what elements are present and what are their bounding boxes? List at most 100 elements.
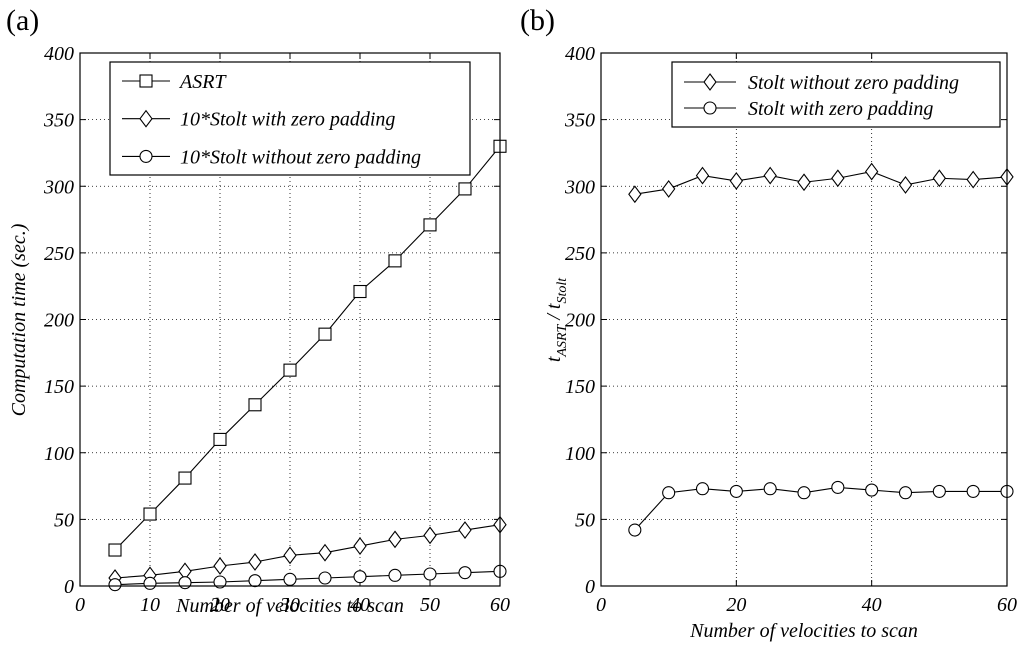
data-point-diamond — [283, 546, 297, 565]
panel-a-label: (a) — [6, 4, 39, 37]
data-point-circle — [108, 578, 122, 592]
data-point-diamond — [388, 530, 402, 549]
data-point-diamond — [661, 179, 676, 198]
data-point-diamond — [966, 170, 980, 189]
data-point-square — [318, 327, 332, 341]
data-point-diamond — [248, 553, 262, 571]
series-line-diamond — [634, 171, 1008, 195]
y-tick-label: 300 — [564, 176, 595, 198]
data-point-circle — [318, 571, 332, 585]
series-line-diamond — [114, 524, 501, 579]
y-tick-label: 350 — [564, 110, 595, 132]
data-point-diamond — [628, 185, 642, 204]
panel-b: (b) 0 20 40 60 0 50 100 150 200 250 300 350 400 Numb… — [520, 4, 1017, 642]
data-point-diamond — [729, 172, 744, 190]
data-point-square — [388, 254, 402, 268]
data-point-square — [108, 543, 122, 557]
data-point-diamond — [213, 557, 227, 575]
data-point-circle — [458, 566, 472, 580]
data-point-diamond — [898, 176, 913, 194]
panel-a-ticks: 0 10 20 30 40 50 60 0 50 100 150 200 250 300 350 400 — [43, 43, 510, 616]
panel-b-series — [628, 162, 1014, 537]
y-tick-label: 0 — [64, 576, 74, 598]
data-point-circle — [178, 576, 192, 590]
legend-marker-diamond — [703, 73, 717, 91]
panel-b-ticks: 0 20 40 60 0 50 100 150 200 250 300 350 400 — [564, 43, 1017, 616]
panel-b-y-axis-label: tASRT / tStolt — [543, 277, 570, 362]
x-tick-label: 0 — [75, 594, 85, 616]
series-line-circle — [114, 570, 501, 586]
x-tick-label: 60 — [997, 594, 1017, 616]
x-tick-label: 10 — [140, 594, 160, 616]
panel-b-y-label-main: t — [543, 356, 565, 362]
data-point-diamond — [423, 526, 437, 545]
data-point-diamond — [831, 169, 845, 188]
legend-marker-square — [139, 74, 153, 88]
data-point-diamond — [763, 166, 777, 185]
data-point-circle — [248, 574, 262, 588]
data-point-circle — [865, 483, 879, 497]
data-point-circle — [662, 486, 676, 500]
data-point-diamond — [318, 543, 332, 562]
panel-b-legend-box — [671, 61, 1001, 128]
panel-b-label: (b) — [520, 4, 555, 37]
x-tick-label: 40 — [350, 594, 370, 616]
data-point-circle — [283, 572, 297, 586]
data-point-square — [143, 507, 157, 521]
y-tick-label: 200 — [565, 310, 595, 332]
legend-marker-circle — [703, 101, 717, 115]
data-point-square — [458, 182, 472, 196]
data-point-circle — [143, 576, 157, 590]
data-point-circle — [966, 484, 980, 498]
data-point-diamond — [932, 169, 947, 188]
y-tick-label: 300 — [43, 176, 74, 198]
y-tick-label: 0 — [585, 576, 595, 598]
y-tick-label: 400 — [44, 43, 74, 65]
panel-a: (a) 0 10 20 30 40 50 60 0 50 100 150 200 250 300 350 40… — [6, 4, 510, 617]
panel-b-x-axis-label: Number of velocities to scan — [689, 620, 918, 642]
y-tick-label: 100 — [44, 443, 74, 465]
data-point-diamond — [864, 162, 879, 181]
x-tick-label: 60 — [490, 594, 510, 616]
series-line-circle — [634, 486, 1007, 531]
data-point-square — [283, 363, 297, 377]
y-tick-label: 150 — [565, 376, 595, 398]
y-tick-label: 50 — [54, 509, 74, 531]
data-point-circle — [388, 568, 402, 582]
panel-b-y-label-sub1: ASRT — [555, 323, 570, 357]
data-point-diamond — [797, 173, 811, 192]
y-tick-label: 250 — [565, 243, 595, 265]
x-tick-label: 30 — [279, 594, 300, 616]
data-point-square — [178, 471, 192, 485]
data-point-square — [353, 284, 367, 299]
y-tick-label: 250 — [44, 243, 74, 265]
legend-label: 10*Stolt with zero padding — [180, 109, 395, 131]
data-point-diamond — [695, 166, 710, 185]
data-point-circle — [831, 480, 845, 494]
y-tick-label: 50 — [575, 509, 595, 531]
panel-a-legend: ASRT 10*Stolt with zero padding 10*Stolt w… — [109, 61, 471, 176]
data-point-circle — [353, 570, 367, 584]
data-point-circle — [797, 486, 811, 500]
panel-b-plot-frame — [600, 52, 1008, 587]
x-tick-label: 0 — [596, 594, 606, 616]
panel-a-y-axis-label: Computation time (sec.) — [8, 223, 30, 416]
panel-b-y-label-sub2: Stolt — [555, 277, 570, 304]
data-point-circle — [423, 567, 437, 581]
series-line-square — [114, 145, 501, 551]
panel-b-legend: Stolt without zero padding Stolt with zer… — [671, 61, 1001, 128]
data-point-square — [248, 398, 262, 412]
legend-label: Stolt without zero padding — [748, 72, 959, 94]
panel-a-series — [108, 139, 507, 592]
legend-marker-diamond — [139, 109, 153, 128]
data-point-diamond — [353, 537, 367, 555]
legend-label: ASRT — [178, 71, 227, 93]
data-point-circle — [729, 484, 743, 498]
x-tick-label: 20 — [726, 594, 746, 616]
data-point-circle — [695, 482, 710, 496]
legend-label: 10*Stolt without zero padding — [180, 146, 421, 168]
data-point-circle — [898, 486, 913, 500]
y-tick-label: 200 — [44, 310, 74, 332]
legend-label: Stolt with zero padding — [748, 98, 933, 120]
